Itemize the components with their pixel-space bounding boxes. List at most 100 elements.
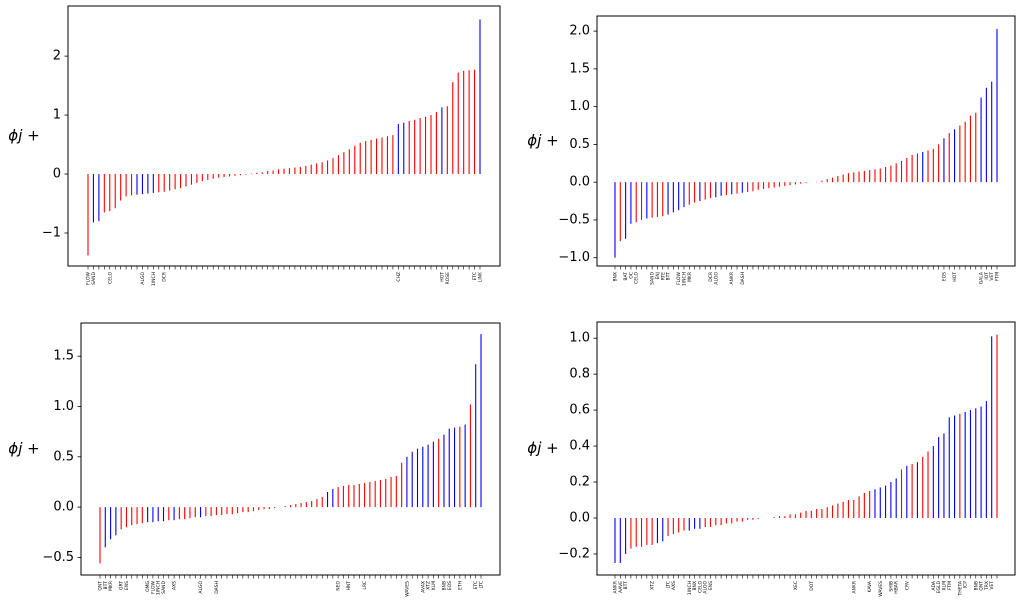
x-tick-label: CELO	[697, 581, 703, 593]
x-tick-label: CELO	[634, 272, 640, 284]
x-tick-label: LTC	[479, 581, 485, 589]
x-tick-label: BNB	[973, 581, 979, 591]
x-tick-label: HOT	[952, 272, 958, 282]
x-tick-label: XLM	[941, 581, 947, 591]
y-tick-label: 1	[53, 108, 61, 123]
x-tick-label: ALGO	[198, 581, 204, 594]
y-tick-label: −0.5	[558, 212, 590, 227]
x-tick-label: ICP	[963, 581, 969, 588]
x-tick-label: LINK	[478, 271, 484, 282]
x-tick-label: XEC	[793, 581, 799, 590]
x-tick-label: 1INCH	[687, 581, 693, 595]
x-tick-label: ROSE	[445, 272, 451, 285]
x-tick-label: ANKR	[613, 581, 619, 594]
x-tick-label: BTT	[103, 581, 109, 590]
x-tick-label: FTM	[947, 581, 953, 590]
y-tick-label: 1.0	[569, 99, 590, 114]
x-tick-label: EOS	[447, 581, 453, 590]
x-tick-label: BNB	[441, 581, 447, 591]
x-tick-label: MKR	[687, 272, 693, 282]
axes-frame	[596, 15, 1016, 267]
x-tick-label: ETH	[457, 581, 463, 590]
x-tick-label: SHIB	[888, 581, 894, 592]
y-axis-label: ϕj +	[8, 440, 39, 458]
y-axis-label: ϕj +	[8, 127, 39, 145]
x-tick-label: HOT	[439, 272, 445, 282]
x-tick-label: KAVA	[867, 580, 873, 592]
x-tick-label: EGLD	[936, 580, 942, 593]
x-tick-label: AAVE	[618, 581, 624, 593]
x-tick-label: DOT	[809, 581, 815, 591]
x-tick-label: VET	[989, 581, 995, 590]
x-tick-label: THETA	[957, 580, 963, 596]
x-tick-label: XTZ	[426, 581, 432, 590]
x-tick-label: ETC	[472, 272, 478, 280]
x-tick-label: 1INCH	[681, 272, 687, 286]
y-tick-label: 0.5	[53, 449, 74, 464]
x-tick-label: CELO	[107, 272, 113, 284]
x-tick-label: AVAX	[420, 581, 426, 593]
x-tick-label: QNT	[979, 581, 985, 591]
x-tick-label: ETC	[473, 581, 479, 589]
x-tick-label: ANKR	[729, 272, 735, 285]
y-tick-label: −0.5	[42, 550, 74, 565]
x-tick-label: HBAR	[894, 581, 900, 594]
x-tick-label: SAND	[161, 580, 167, 593]
x-tick-label: XTZ	[650, 581, 656, 590]
y-tick-label: 1.5	[569, 61, 590, 76]
x-tick-label: DASH	[740, 272, 746, 285]
y-tick-label: 0.4	[569, 439, 590, 454]
y-tick-label: 2.0	[569, 24, 590, 39]
x-tick-label: IOT	[984, 272, 990, 280]
x-tick-label: BNX	[692, 581, 698, 591]
y-tick-label: 0.0	[53, 500, 74, 515]
y-tick-label: 1.0	[569, 331, 590, 346]
x-tick-label: NEO	[336, 581, 342, 591]
y-tick-label: 1.5	[53, 349, 74, 364]
y-axis-label: ϕj +	[527, 132, 558, 150]
x-tick-label: FLOW	[676, 271, 682, 284]
x-tick-label: LRC	[362, 581, 368, 590]
x-tick-label: OMG	[145, 580, 151, 591]
y-tick-label: 2	[53, 49, 61, 64]
axes-frame	[67, 5, 501, 267]
x-tick-label: 1INCH	[151, 272, 157, 286]
x-tick-label: FTM	[995, 272, 1001, 281]
x-tick-label: OC	[628, 272, 634, 279]
x-tick-label: BTT	[666, 272, 672, 281]
x-tick-label: WAVES	[878, 581, 884, 597]
x-tick-label: AXS	[671, 581, 677, 590]
x-tick-label: SAND	[91, 271, 97, 284]
x-tick-label: BTT	[623, 581, 629, 590]
x-tick-label: LTC	[666, 581, 672, 589]
y-tick-label: 0.8	[569, 367, 590, 382]
x-tick-label: ALGO	[703, 581, 709, 594]
axes-frame	[80, 322, 501, 576]
y-tick-label: 0.2	[569, 475, 590, 490]
x-tick-label: ALGO	[713, 272, 719, 285]
x-tick-label: TRX	[984, 581, 990, 591]
x-tick-label: FLOW	[86, 271, 92, 284]
x-tick-label: AXS	[172, 581, 178, 590]
y-tick-label: 0	[53, 167, 61, 182]
y-tick-label: 1.0	[53, 399, 74, 414]
x-tick-label: ANKR	[851, 581, 857, 594]
y-tick-label: 0.0	[569, 175, 590, 190]
x-tick-label: EOS	[941, 272, 947, 281]
y-tick-label: −1	[42, 225, 61, 240]
x-tick-label: QNT	[98, 581, 104, 591]
y-tick-label: −0.2	[558, 546, 590, 561]
x-tick-label: ENS	[124, 581, 130, 590]
x-tick-label: BAT	[623, 272, 629, 281]
x-tick-label: ALGO	[140, 272, 146, 285]
x-tick-label: VET	[989, 272, 995, 281]
x-tick-label: GALA	[979, 271, 985, 284]
y-tick-label: 0.5	[569, 137, 590, 152]
y-tick-label: −1.0	[558, 250, 590, 265]
x-tick-label: SAND	[650, 271, 656, 284]
x-tick-label: GRT	[119, 581, 125, 590]
x-tick-label: RTE	[660, 272, 666, 281]
x-tick-label: CRV	[904, 580, 910, 590]
x-tick-label: CHZ	[396, 272, 402, 282]
